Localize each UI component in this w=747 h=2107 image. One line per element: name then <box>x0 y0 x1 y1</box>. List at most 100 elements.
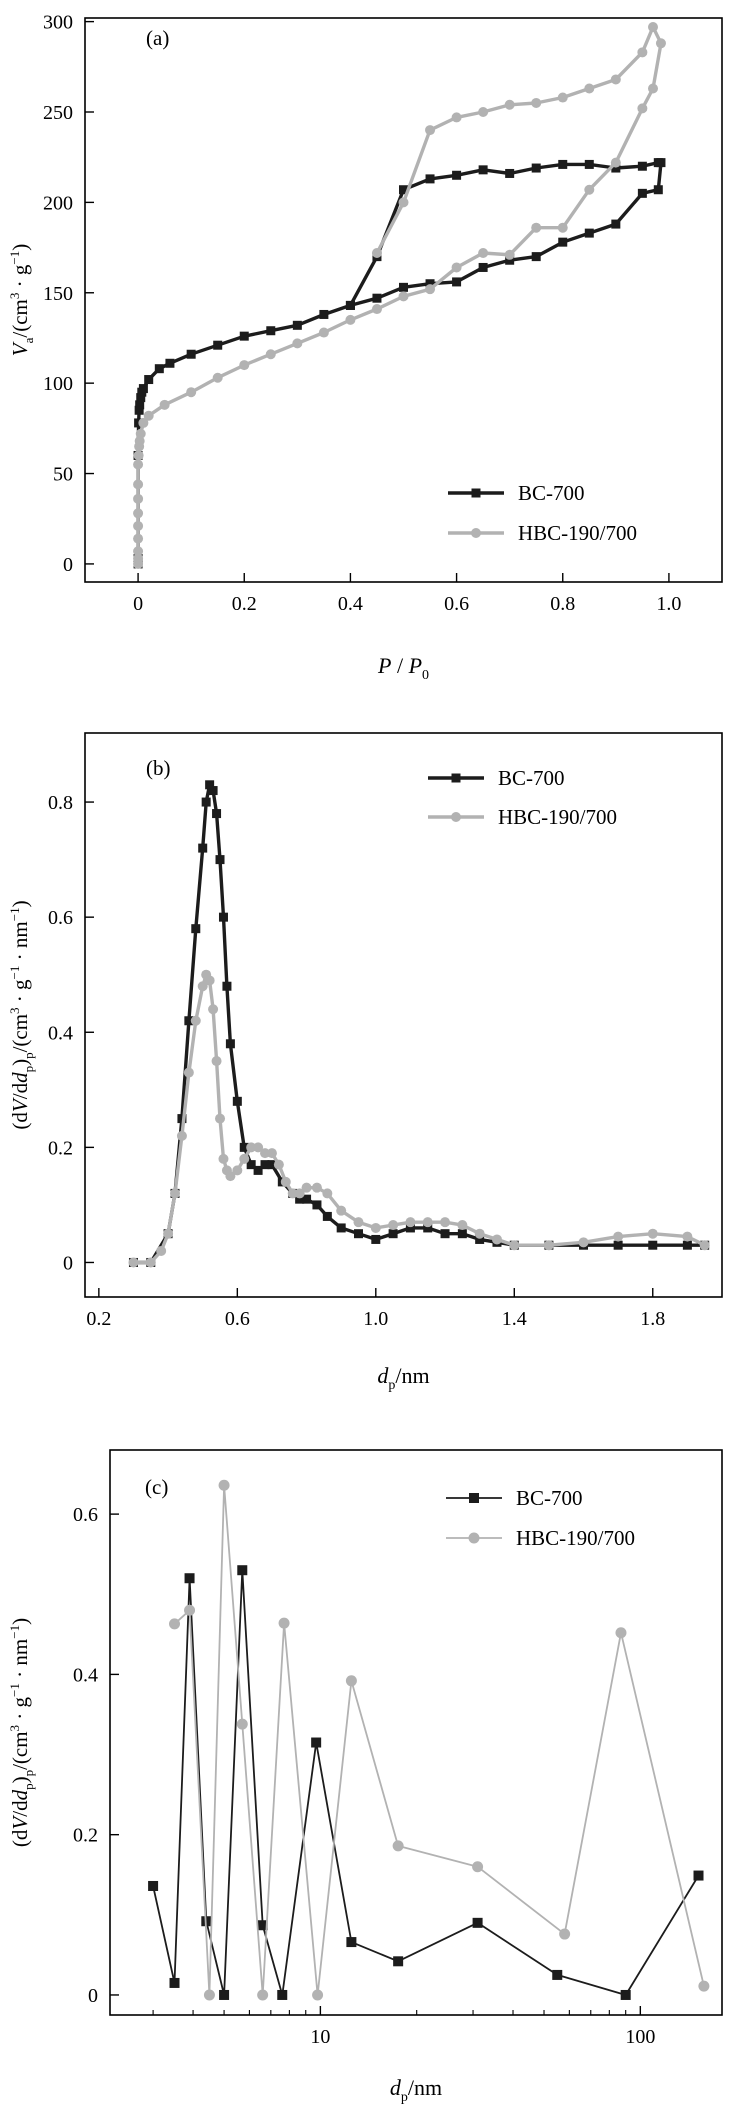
data-point <box>405 1223 415 1233</box>
data-point <box>647 1228 658 1239</box>
data-point <box>318 327 329 338</box>
data-point <box>637 161 647 171</box>
data-point <box>457 1229 467 1239</box>
data-point <box>322 1188 333 1199</box>
data-point <box>559 1928 571 1940</box>
legend-marker <box>451 773 461 783</box>
data-point <box>184 1016 194 1026</box>
data-point <box>225 1171 236 1182</box>
data-point <box>265 349 276 360</box>
data-point <box>133 533 144 544</box>
data-point <box>336 1223 346 1233</box>
data-point <box>266 1148 277 1159</box>
data-point <box>246 1160 256 1170</box>
data-point <box>239 1153 250 1164</box>
data-point <box>478 262 488 272</box>
data-point <box>371 1234 381 1244</box>
data-point <box>322 1211 332 1221</box>
data-point <box>440 1229 450 1239</box>
data-point <box>232 1165 243 1176</box>
data-point <box>232 1096 242 1106</box>
data-point <box>543 1240 554 1251</box>
y-tick-label: 150 <box>43 283 73 305</box>
data-point <box>246 1142 257 1153</box>
y-tick-label: 0.4 <box>48 1022 73 1044</box>
data-point <box>253 1165 263 1175</box>
y-axis-label: (dV/ddp)p/(cm3 · g−1 · nm−1) <box>7 900 36 1129</box>
data-point <box>399 282 408 292</box>
x-tick-label: 0.8 <box>550 593 575 615</box>
data-point <box>311 1737 322 1748</box>
data-point <box>183 1067 194 1078</box>
panel-2: 10 100 0 0.2 0.4 0.6 (c) dp/nm (dV/ddp)p/(cm3 · … <box>7 1449 723 2105</box>
series-bc-700 <box>133 158 666 569</box>
data-point <box>388 1229 398 1239</box>
data-point <box>184 1573 195 1584</box>
plot-frame <box>84 17 723 583</box>
data-point <box>393 1956 404 1967</box>
y-tick-label: 0.6 <box>48 907 73 929</box>
y-tick-label: 100 <box>43 373 73 395</box>
data-point <box>133 459 144 470</box>
data-point <box>405 1217 416 1228</box>
y-tick-label: 0 <box>88 1985 98 2007</box>
series-hbc-190-700 <box>128 969 710 1268</box>
data-point <box>294 1188 305 1199</box>
data-point <box>292 320 302 330</box>
data-point <box>611 219 621 229</box>
data-point <box>346 1937 357 1948</box>
data-point <box>163 1228 174 1239</box>
data-point <box>610 157 621 168</box>
data-point <box>451 262 462 273</box>
legend-label: HBC-190/700 <box>518 521 637 545</box>
data-point <box>144 375 154 385</box>
x-axis-label: dp/nm <box>390 2075 442 2105</box>
data-point <box>154 364 164 374</box>
series-bc-700 <box>128 780 710 1267</box>
data-point <box>491 1234 502 1245</box>
y-tick-label: 0.4 <box>73 1664 98 1686</box>
data-point <box>311 1182 322 1193</box>
data-point <box>267 1160 277 1170</box>
series-hbc-190-700 <box>169 1479 710 2001</box>
y-axis-label: (dV/ddp)p/(cm3 · g−1 · nm−1) <box>7 1618 36 1847</box>
data-point <box>474 1228 485 1239</box>
data-point <box>143 410 154 421</box>
data-point <box>135 428 146 439</box>
data-point <box>505 168 515 178</box>
x-tick-label: 1.4 <box>502 1308 527 1330</box>
data-point <box>203 1989 215 2001</box>
legend-label: BC-700 <box>516 1486 583 1510</box>
data-point <box>578 1237 589 1248</box>
data-point <box>505 255 515 265</box>
data-point <box>371 304 382 315</box>
plot-frame <box>84 732 723 1298</box>
data-point <box>280 1176 291 1187</box>
data-point <box>398 291 409 302</box>
data-point <box>222 981 232 991</box>
data-point <box>278 1617 290 1629</box>
x-tick-label: 1.0 <box>656 593 681 615</box>
data-point <box>613 1240 623 1250</box>
data-point <box>425 279 435 289</box>
data-point <box>637 47 648 58</box>
data-point <box>186 349 196 359</box>
data-point <box>236 1718 248 1730</box>
data-point <box>186 387 197 398</box>
data-point <box>134 405 144 415</box>
panel-label: (b) <box>146 756 171 780</box>
data-point <box>425 284 436 295</box>
x-tick-label: 10 <box>310 2026 330 2048</box>
data-point <box>615 1627 627 1639</box>
data-point <box>156 1245 167 1256</box>
data-point <box>558 237 568 247</box>
legend-marker <box>468 1532 480 1544</box>
data-point <box>440 1217 451 1228</box>
data-point <box>211 1056 222 1067</box>
data-point <box>239 1142 249 1152</box>
data-point <box>353 1229 363 1239</box>
data-point <box>613 1231 624 1242</box>
data-point <box>169 1977 180 1988</box>
data-point <box>699 1240 710 1251</box>
